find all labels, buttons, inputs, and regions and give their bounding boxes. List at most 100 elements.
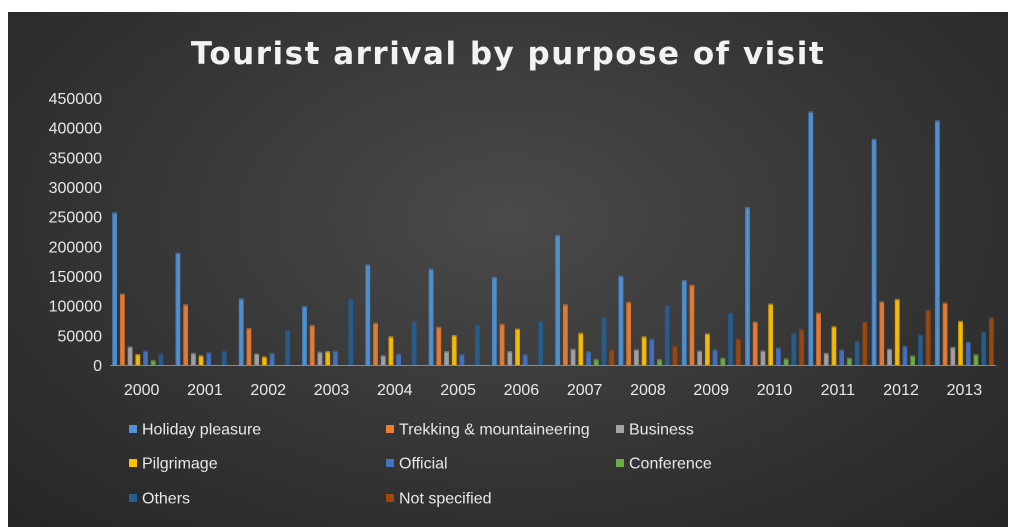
bar <box>871 140 877 365</box>
legend-swatch <box>386 425 394 433</box>
bar-cap <box>988 317 994 319</box>
x-tick-label: 2004 <box>377 382 413 399</box>
bar-cap <box>846 357 852 360</box>
bar-cap <box>302 305 307 308</box>
x-axis: 2000 2001 2002 2003 2004 2005 2006 2007 2008 2009… <box>124 382 982 399</box>
bar <box>373 324 378 365</box>
bar <box>269 354 275 365</box>
bar-cap <box>309 324 315 327</box>
bar-cap <box>831 326 837 328</box>
bar-cap <box>555 234 561 237</box>
x-tick-label: 2006 <box>504 382 540 399</box>
bar-cap <box>127 346 133 348</box>
bar-cap <box>348 298 354 300</box>
bar <box>846 359 852 365</box>
bar-cap <box>925 309 931 312</box>
bar <box>562 305 568 365</box>
bar <box>965 343 971 365</box>
bar-cap <box>950 346 956 349</box>
x-tick-label: 2000 <box>124 382 160 399</box>
bar <box>175 254 181 365</box>
x-tick-label: 2003 <box>314 382 350 399</box>
bar <box>332 351 338 365</box>
bar <box>601 318 607 365</box>
bar-cap <box>735 338 741 341</box>
legend-label: Official <box>399 456 448 473</box>
bar <box>894 300 900 365</box>
bar-cap <box>728 312 733 314</box>
bar-cap <box>689 284 695 287</box>
bar-cap <box>854 340 860 343</box>
bar-cap <box>586 351 591 353</box>
bar-cap <box>752 321 758 323</box>
legend-item: Business <box>616 422 694 439</box>
bar <box>459 355 465 365</box>
bar-cap <box>522 354 528 356</box>
bar <box>641 337 647 365</box>
bar-cap <box>474 324 480 326</box>
bar <box>135 355 141 365</box>
bar-cap <box>894 298 900 301</box>
bar <box>768 305 774 365</box>
bar-cap <box>768 303 774 306</box>
bar <box>444 352 449 365</box>
bar-cap <box>507 351 513 353</box>
plot-area: 0 50000 100000 150000 200000 250000 300000 3500… <box>49 91 996 508</box>
bar-cap <box>451 335 457 337</box>
bar <box>119 294 125 365</box>
bar-cap <box>823 352 829 355</box>
bar <box>672 347 678 365</box>
bar <box>158 354 164 365</box>
legend: Holiday pleasure Trekking & mountaineerin… <box>129 422 712 508</box>
x-tick-label: 2013 <box>947 382 983 399</box>
bar <box>380 356 386 365</box>
bar <box>633 350 639 365</box>
bar-cap <box>538 320 544 323</box>
legend-swatch <box>129 459 137 467</box>
bar <box>411 322 417 365</box>
bar <box>626 303 632 365</box>
legend-swatch <box>616 459 624 467</box>
legend-label: Trekking & mountaineering <box>399 422 590 439</box>
bar <box>816 313 821 365</box>
bar <box>942 303 948 365</box>
x-tick-label: 2002 <box>250 382 286 399</box>
bar <box>728 313 733 365</box>
y-tick-label: 400000 <box>49 121 102 138</box>
bar <box>854 342 860 365</box>
bar-cap <box>649 338 655 341</box>
bar-cap <box>601 316 607 319</box>
bar-cap <box>626 301 632 304</box>
x-tick-label: 2005 <box>440 382 476 399</box>
bar-cap <box>672 345 678 348</box>
bar <box>309 326 315 365</box>
bar-cap <box>808 111 814 113</box>
legend-label: Pilgrimage <box>142 456 218 473</box>
bar-cap <box>681 279 687 282</box>
bar <box>396 354 402 365</box>
bar-cap <box>839 349 845 351</box>
bar-cap <box>879 301 885 303</box>
bar-cap <box>965 341 971 344</box>
bar <box>745 208 750 365</box>
x-tick-label: 2009 <box>693 382 729 399</box>
bar-cap <box>791 332 797 335</box>
y-tick-label: 250000 <box>49 210 102 227</box>
legend-item: Others <box>129 491 190 508</box>
bar-cap <box>198 355 204 357</box>
bar <box>664 306 670 365</box>
bar-cap <box>459 354 465 356</box>
bar-cap <box>238 298 244 300</box>
bar <box>839 350 845 365</box>
bar <box>934 121 940 365</box>
bar-cap <box>221 350 227 352</box>
bar <box>752 322 758 365</box>
bar-cap <box>570 348 576 351</box>
bar-cap <box>119 293 125 295</box>
bar-cap <box>973 354 979 356</box>
bar <box>958 322 963 365</box>
bar-cap <box>183 304 189 306</box>
bar-cap <box>887 348 892 351</box>
bar <box>697 351 703 365</box>
bar <box>862 322 868 365</box>
